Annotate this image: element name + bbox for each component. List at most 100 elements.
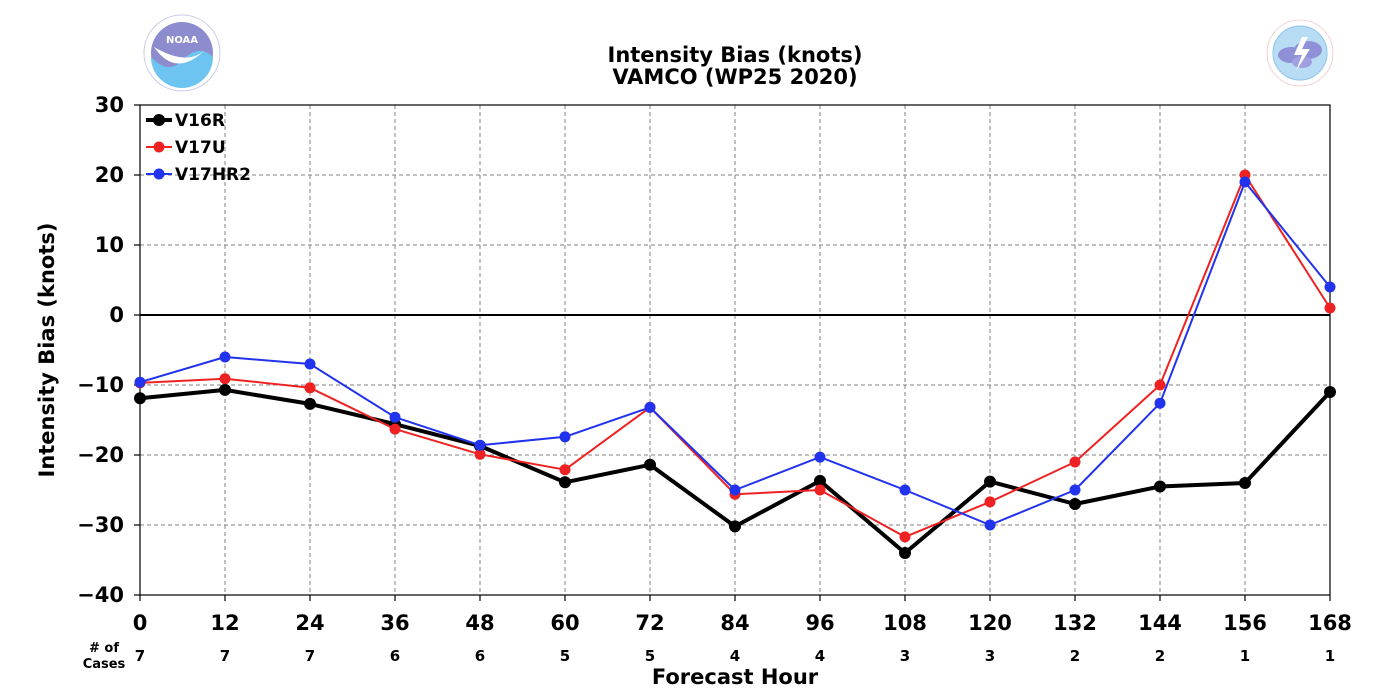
x-tick-label: 120 [968, 611, 1012, 635]
x-tick-label: 0 [133, 611, 148, 635]
y-tick-label: 10 [95, 233, 124, 257]
chart-title: Intensity Bias (knots) [608, 43, 863, 67]
data-point [814, 484, 826, 496]
legend-marker [153, 114, 165, 126]
x-axis: 0 12 24 36 48 60 72 84 96 108 120 132 144 156 168 [133, 595, 1352, 635]
x-tick-label: 168 [1308, 611, 1352, 635]
case-count: 2 [1070, 647, 1080, 665]
x-tick-label: 12 [210, 611, 239, 635]
data-point [729, 520, 741, 533]
y-tick-label: −10 [77, 373, 124, 397]
x-tick-label: 24 [295, 611, 324, 635]
data-point [899, 531, 911, 543]
data-point [1154, 379, 1166, 391]
data-point [729, 484, 741, 496]
data-point [1154, 397, 1166, 409]
case-count: 3 [900, 647, 910, 665]
cases-label-line1: # of [89, 641, 119, 656]
data-point [1239, 176, 1251, 188]
data-point [899, 484, 911, 496]
data-point [984, 475, 996, 488]
x-tick-label: 96 [805, 611, 834, 635]
data-point [814, 451, 826, 463]
case-count: 5 [560, 647, 570, 665]
legend-item: V17U [146, 138, 226, 158]
data-point [984, 496, 996, 508]
data-point [899, 547, 911, 559]
series-line [139, 174, 1331, 538]
legend-marker [153, 168, 165, 180]
data-point [1154, 480, 1166, 493]
data-point [559, 476, 571, 489]
case-count: 7 [305, 647, 315, 665]
case-count: 6 [390, 647, 400, 665]
data-point [474, 439, 486, 451]
noaa-logo-text: NOAA [166, 35, 198, 46]
nws-logo [1262, 15, 1338, 91]
series-layer [134, 169, 1336, 559]
data-point [814, 474, 826, 487]
y-tick-label: −40 [77, 583, 124, 607]
data-point [1239, 477, 1251, 489]
data-point [559, 431, 571, 443]
case-count: 5 [645, 647, 655, 665]
data-point [304, 397, 316, 410]
data-point [644, 458, 656, 471]
x-tick-label: 132 [1053, 611, 1097, 635]
data-point [219, 351, 231, 363]
data-point [389, 411, 401, 423]
data-point [1069, 456, 1081, 468]
y-tick-label: −20 [77, 443, 124, 467]
legend-label: V17HR2 [175, 165, 251, 185]
legend-item: V17HR2 [146, 165, 251, 185]
case-count: 1 [1325, 647, 1335, 665]
x-tick-label: 48 [465, 611, 494, 635]
case-count: 3 [985, 647, 995, 665]
case-count: 2 [1155, 647, 1165, 665]
x-tick-label: 72 [635, 611, 664, 635]
y-axis-label: Intensity Bias (knots) [35, 223, 59, 478]
y-tick-label: 20 [95, 163, 124, 187]
x-tick-label: 36 [380, 611, 409, 635]
data-point [474, 448, 486, 460]
y-axis: 30 20 10 0 −10 −20 −30 −40 [77, 93, 140, 607]
x-tick-label: 156 [1223, 611, 1267, 635]
x-tick-label: 108 [883, 611, 927, 635]
x-tick-label: 60 [550, 611, 579, 635]
data-point [1069, 484, 1081, 496]
cases-label-line2: Cases [83, 657, 126, 672]
legend-label: V16R [175, 111, 225, 131]
cases-row: 7 7 7 6 6 5 5 4 4 3 3 2 2 1 1 [135, 647, 1335, 665]
case-count: 7 [135, 647, 145, 665]
legend-item: V16R [146, 111, 225, 131]
x-tick-label: 144 [1138, 611, 1182, 635]
data-point [134, 376, 146, 388]
series-v17hr2 [134, 176, 1336, 531]
data-point [134, 392, 146, 405]
chart-subtitle: VAMCO (WP25 2020) [612, 65, 857, 89]
data-point [559, 464, 571, 476]
data-point [219, 383, 231, 396]
noaa-logo: NOAA [143, 14, 221, 92]
data-point [304, 382, 316, 394]
data-point [1069, 498, 1081, 510]
data-point [644, 401, 656, 413]
y-tick-label: −30 [77, 513, 124, 537]
x-tick-label: 84 [720, 611, 749, 635]
case-count: 7 [220, 647, 230, 665]
data-point [1324, 302, 1336, 314]
legend-marker [153, 141, 165, 153]
legend: V16R V17U V17HR2 [146, 111, 251, 185]
data-point [389, 423, 401, 435]
case-count: 4 [815, 647, 825, 665]
case-count: 4 [730, 647, 740, 665]
y-tick-label: 30 [95, 93, 124, 117]
data-point [304, 358, 316, 370]
data-point [984, 519, 996, 531]
y-tick-label: 0 [109, 303, 124, 327]
case-count: 1 [1240, 647, 1250, 665]
data-point [1324, 386, 1336, 398]
legend-label: V17U [175, 138, 226, 158]
data-point [219, 373, 231, 385]
